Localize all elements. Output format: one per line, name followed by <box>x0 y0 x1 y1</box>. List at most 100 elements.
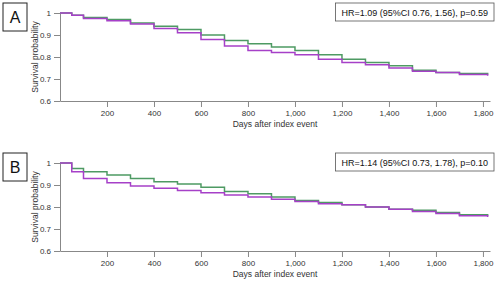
x-tick: 1,200 <box>332 251 353 268</box>
x-tick-mark <box>201 101 202 107</box>
x-tick-label: 800 <box>242 109 256 118</box>
x-tick: 1,400 <box>379 251 400 268</box>
x-tick-mark <box>107 251 108 257</box>
x-tick: 1,600 <box>426 251 447 268</box>
y-tick-label: 1 <box>47 159 52 168</box>
y-tick-mark <box>54 229 60 230</box>
x-tick-mark <box>248 251 249 257</box>
x-tick: 600 <box>195 101 209 118</box>
y-tick-label: 0.8 <box>40 203 52 212</box>
x-tick: 600 <box>195 251 209 268</box>
x-tick-label: 200 <box>101 109 115 118</box>
y-tick-label: 0.9 <box>40 181 52 190</box>
annotation: HR=1.14 (95%CI 0.73, 1.78), p=0.10 <box>335 153 494 171</box>
plot-area <box>60 13 488 76</box>
x-tick-label: 1,400 <box>379 259 400 268</box>
x-tick-label: 800 <box>242 259 256 268</box>
x-tick-label: 1,600 <box>426 109 447 118</box>
y-axis: 0.6 0.7 0.8 0.9 1 <box>40 9 61 106</box>
panel: 2004006008001,0001,2001,4001,6001,8000.6… <box>3 153 494 279</box>
x-tick-label: 1,200 <box>332 259 353 268</box>
x-tick-mark <box>248 101 249 107</box>
y-tick: 0.9 <box>40 181 60 190</box>
y-tick: 1 <box>47 9 60 18</box>
x-tick-label: 1,800 <box>473 259 494 268</box>
x-tick: 1,800 <box>473 251 494 268</box>
x-tick-mark <box>436 101 437 107</box>
x-tick-label: 200 <box>101 259 115 268</box>
panel-label-box <box>3 153 27 181</box>
x-axis-title: Days after index event <box>233 269 318 279</box>
y-tick-mark <box>54 185 60 186</box>
x-tick-label: 1,200 <box>332 109 353 118</box>
y-tick-mark <box>54 79 60 80</box>
y-tick-label: 1 <box>47 9 52 18</box>
x-tick-mark <box>389 251 390 257</box>
x-tick: 400 <box>148 101 162 118</box>
x-tick-mark <box>342 251 343 257</box>
x-tick-label: 400 <box>148 109 162 118</box>
x-tick-label: 1,400 <box>379 109 400 118</box>
panel-label-text: A <box>10 9 21 26</box>
x-tick-mark <box>483 251 484 257</box>
x-tick: 200 <box>101 251 115 268</box>
x-tick-label: 1,600 <box>426 259 447 268</box>
y-tick-mark <box>54 13 60 14</box>
y-tick: 0.9 <box>40 31 60 40</box>
x-tick-mark <box>154 251 155 257</box>
x-tick-mark <box>295 101 296 107</box>
y-tick-label: 0.7 <box>40 75 52 84</box>
x-tick: 1,600 <box>426 101 447 118</box>
y-tick: 0.6 <box>40 97 60 106</box>
x-tick: 400 <box>148 251 162 268</box>
y-tick: 0.8 <box>40 203 60 212</box>
y-tick: 1 <box>47 159 60 168</box>
annotation: HR=1.09 (95%CI 0.76, 1.56), p=0.59 <box>335 3 494 21</box>
annotation-text: HR=1.09 (95%CI 0.76, 1.56), p=0.59 <box>341 8 488 18</box>
x-tick-mark <box>107 101 108 107</box>
x-axis: 200 400 600 800 1,000 1,200 1,400 1,600 1,800 <box>61 101 495 118</box>
x-tick: 1,400 <box>379 101 400 118</box>
y-tick-mark <box>54 101 60 102</box>
annotation-box <box>335 3 494 21</box>
x-tick: 1,200 <box>332 101 353 118</box>
y-tick-label: 0.7 <box>40 225 52 234</box>
x-tick: 800 <box>242 101 256 118</box>
x-tick-mark <box>295 251 296 257</box>
y-tick: 0.7 <box>40 225 60 234</box>
y-tick-mark <box>54 57 60 58</box>
x-axis-line <box>61 101 491 102</box>
x-tick-mark <box>201 251 202 257</box>
panel-label-box <box>3 3 27 31</box>
x-axis: 2004006008001,0001,2001,4001,6001,800 <box>61 251 495 268</box>
y-tick-mark <box>54 163 60 164</box>
y-axis-title: Survival probability <box>30 21 40 93</box>
x-tick-label: 1,800 <box>473 109 494 118</box>
x-axis-line <box>61 251 491 252</box>
y-axis-line <box>60 14 61 102</box>
x-tick-mark <box>483 101 484 107</box>
x-tick-mark <box>436 251 437 257</box>
y-axis-title: Survival probability <box>30 171 40 243</box>
x-tick-mark <box>154 101 155 107</box>
y-tick-label: 0.6 <box>40 247 52 256</box>
y-axis-line <box>60 164 61 252</box>
panel: 200 400 600 800 1,000 1,200 1,400 1,600 1,800 0.6… <box>3 3 494 129</box>
x-tick-label: 400 <box>148 259 162 268</box>
x-tick-label: 600 <box>195 109 209 118</box>
x-tick: 1,000 <box>285 101 306 118</box>
y-tick-mark <box>54 35 60 36</box>
x-tick-label: 600 <box>195 259 209 268</box>
x-tick-mark <box>342 101 343 107</box>
panel-label: B <box>3 153 27 181</box>
x-tick-label: 1,000 <box>285 109 306 118</box>
y-tick: 0.7 <box>40 75 60 84</box>
y-tick-label: 0.8 <box>40 53 52 62</box>
survival-curve <box>60 13 488 75</box>
panel-label: A <box>3 3 27 31</box>
y-axis: 0.6 0.7 0.8 0.9 1 <box>40 159 61 256</box>
annotation-box <box>335 153 494 171</box>
x-tick: 200 <box>101 101 115 118</box>
y-tick-label: 0.9 <box>40 31 52 40</box>
y-tick: 0.6 <box>40 247 60 256</box>
